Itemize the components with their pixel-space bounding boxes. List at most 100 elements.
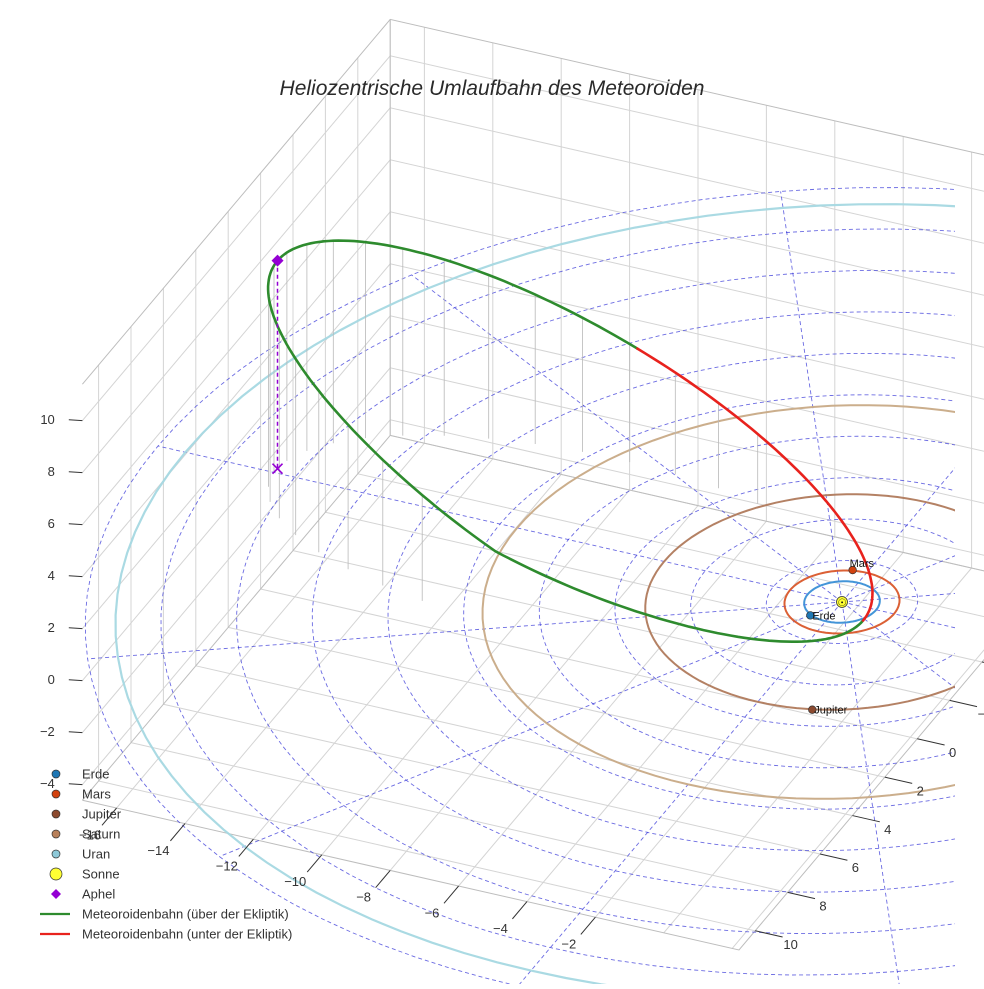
z-tick-mark bbox=[68, 731, 83, 734]
grid-line bbox=[82, 419, 984, 785]
z-tick-mark bbox=[68, 627, 83, 630]
ecliptic-spoke bbox=[780, 191, 843, 603]
legend-label: Saturn bbox=[82, 827, 120, 842]
legend-circle-swatch bbox=[49, 867, 63, 881]
legend-item: Erde bbox=[51, 767, 109, 782]
ecliptic-spoke bbox=[411, 274, 843, 603]
y-tick-label: 8 bbox=[819, 899, 826, 914]
grid-line bbox=[116, 442, 425, 809]
z-tick-label: 8 bbox=[48, 464, 55, 479]
y-tick-mark bbox=[819, 853, 848, 861]
z-tick-mark bbox=[68, 783, 83, 786]
grid-line bbox=[82, 211, 984, 577]
z-tick-mark bbox=[68, 419, 83, 422]
legend-item: Meteoroidenbahn (über der Ekliptik) bbox=[40, 907, 289, 922]
grid-line bbox=[82, 55, 984, 421]
x-tick-label: −16 bbox=[79, 827, 101, 842]
y-tick-label: 4 bbox=[884, 822, 891, 837]
legend-label: Meteoroidenbahn (über der Ekliptik) bbox=[82, 907, 289, 922]
legend-item: Saturn bbox=[51, 827, 120, 842]
legend-label: Meteoroidenbahn (unter der Ekliptik) bbox=[82, 927, 292, 942]
grid-line bbox=[163, 703, 821, 855]
x-tick-mark bbox=[170, 823, 186, 842]
y-tick-mark bbox=[917, 738, 945, 746]
ecliptic-ring bbox=[463, 394, 955, 810]
legend-label: Sonne bbox=[82, 867, 120, 882]
x-tick-label: −6 bbox=[425, 905, 440, 920]
x-tick-mark bbox=[580, 916, 596, 935]
ecliptic-ring bbox=[614, 477, 955, 727]
ecliptic-spoke bbox=[841, 601, 900, 984]
planet-label-mars: Mars bbox=[850, 558, 875, 570]
grid-line bbox=[357, 473, 984, 618]
planet-label-erde: Erde bbox=[812, 610, 835, 622]
legend-item: Sonne bbox=[49, 867, 120, 882]
legend-label: Mars bbox=[82, 787, 111, 802]
grid-line bbox=[389, 505, 699, 871]
y-tick-label: 6 bbox=[852, 860, 859, 875]
sun-marker bbox=[836, 596, 848, 608]
ecliptic-spoke bbox=[841, 555, 955, 603]
legend-item: Aphel bbox=[51, 887, 115, 902]
x-tick-label: −10 bbox=[284, 874, 306, 889]
grid-line bbox=[325, 511, 983, 663]
x-tick-mark bbox=[238, 838, 254, 857]
y-tick-label: 2 bbox=[917, 783, 924, 798]
planet-jupiter bbox=[808, 705, 817, 714]
x-tick-label: −12 bbox=[216, 858, 238, 873]
legend-item: Mars bbox=[51, 787, 111, 802]
y-tick-mark bbox=[852, 815, 880, 823]
grid-line bbox=[260, 588, 918, 740]
grid-line bbox=[595, 552, 904, 918]
axis-grid-layer bbox=[82, 18, 984, 951]
orbit-uran bbox=[114, 203, 955, 984]
legend-label: Jupiter bbox=[82, 807, 122, 822]
z-tick-label: 4 bbox=[48, 568, 55, 583]
z-tick-label: 6 bbox=[48, 516, 55, 531]
legend-item: Uran bbox=[51, 847, 110, 862]
y-tick-mark bbox=[884, 776, 913, 784]
x-tick-label: −2 bbox=[561, 936, 576, 951]
legend-label: Erde bbox=[82, 767, 109, 782]
axis-frame bbox=[82, 18, 984, 385]
z-tick-label: 10 bbox=[40, 412, 54, 427]
legend-circle-swatch bbox=[51, 849, 61, 859]
planet-mars bbox=[848, 565, 857, 575]
z-tick-mark bbox=[68, 679, 83, 682]
legend-item: Meteoroidenbahn (unter der Ekliptik) bbox=[40, 927, 292, 942]
legend-circle-swatch bbox=[51, 789, 61, 799]
grid-line bbox=[663, 567, 972, 934]
y-tick-mark bbox=[755, 930, 783, 938]
y-tick-label: −2 bbox=[978, 707, 984, 722]
grid-line bbox=[228, 626, 885, 778]
z-tick-label: −2 bbox=[40, 724, 55, 739]
ecliptic-spoke bbox=[87, 601, 843, 660]
aphel-marker bbox=[271, 254, 284, 267]
y-tick-mark bbox=[949, 699, 978, 708]
legend-circle-swatch bbox=[51, 769, 61, 779]
x-tick-mark bbox=[443, 885, 459, 904]
y-tick-mark bbox=[787, 891, 816, 900]
grid-line bbox=[253, 474, 562, 840]
orbit-jupiter bbox=[644, 493, 955, 711]
legend-label: Aphel bbox=[82, 887, 115, 902]
grid-line bbox=[184, 458, 494, 824]
x-tick-mark bbox=[306, 854, 323, 873]
ecliptic-spoke bbox=[841, 467, 955, 603]
meteoroid-orbit-above bbox=[276, 239, 639, 350]
aphel-projection-marker bbox=[271, 463, 284, 475]
legend-circle-swatch bbox=[51, 829, 61, 839]
z-tick-label: 2 bbox=[48, 620, 55, 635]
legend-label: Uran bbox=[82, 847, 110, 862]
orbit-saturn bbox=[481, 404, 955, 800]
z-tick-label: 0 bbox=[48, 672, 55, 687]
x-tick-label: −8 bbox=[356, 890, 371, 905]
legend-item: Jupiter bbox=[51, 807, 122, 822]
legend: Erde Mars Jupiter Saturn Uran Sonne Aphel Meteo… bbox=[40, 767, 292, 942]
ecliptic-spoke bbox=[157, 445, 843, 603]
ecliptic-spoke bbox=[219, 601, 843, 858]
z-tick-mark bbox=[68, 471, 83, 474]
z-tick-mark bbox=[68, 523, 83, 526]
